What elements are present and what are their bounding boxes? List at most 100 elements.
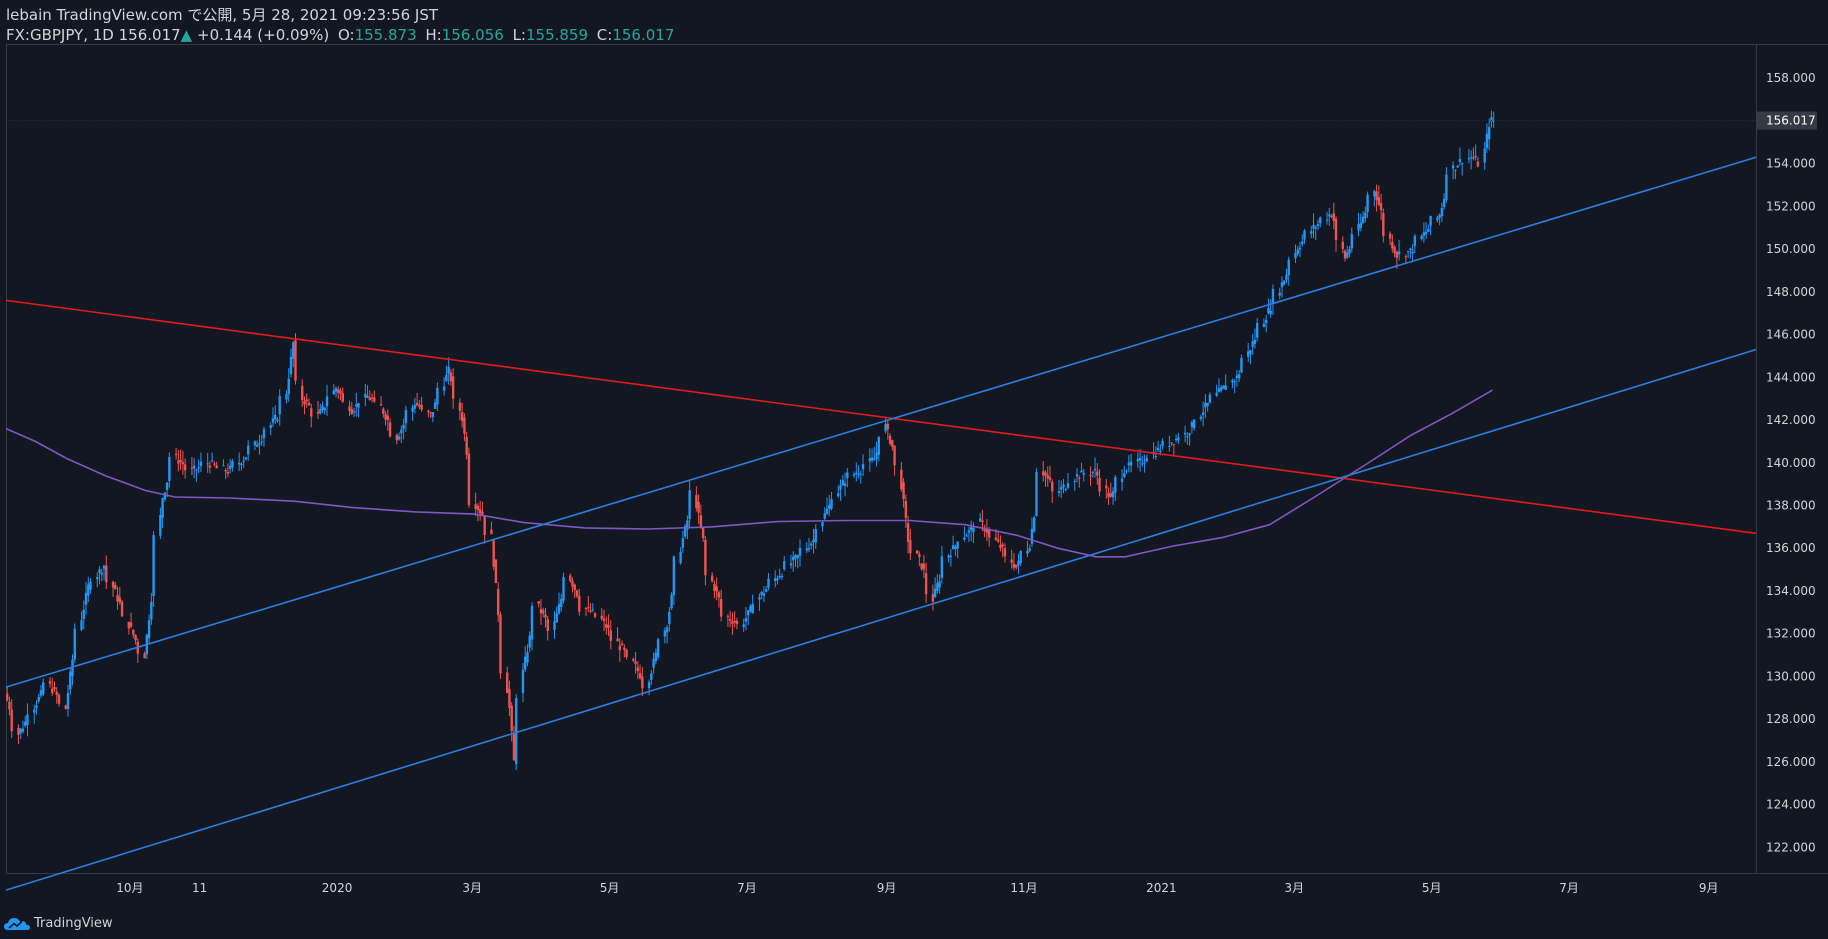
candle-body — [1487, 127, 1491, 140]
time-tick-label: 2020 — [322, 881, 353, 895]
candle-body — [1120, 478, 1124, 483]
candle-body — [1253, 339, 1257, 344]
candle-body — [512, 734, 516, 761]
tradingview-brand: TradingView — [34, 916, 113, 931]
candle — [1393, 245, 1396, 258]
candle-body — [1298, 247, 1302, 250]
candle-body — [168, 456, 171, 482]
candle-body — [64, 705, 67, 709]
candle — [1474, 144, 1477, 161]
candle — [641, 666, 644, 697]
candle-body — [807, 548, 811, 550]
candle-body — [57, 694, 61, 704]
candle — [1271, 284, 1275, 315]
candle — [332, 384, 335, 395]
candle — [796, 554, 799, 569]
time-tick-label: 7月 — [1559, 881, 1579, 895]
candle-body — [321, 405, 324, 410]
candle — [963, 526, 966, 542]
candle — [830, 491, 833, 511]
candle-body — [886, 423, 890, 430]
candle — [1251, 334, 1254, 355]
candle — [1379, 193, 1383, 221]
candle — [1312, 213, 1315, 239]
candle — [1080, 462, 1083, 473]
candle-body — [1035, 471, 1038, 516]
candle — [1249, 349, 1252, 365]
candle — [940, 545, 944, 584]
candle-body — [1051, 481, 1054, 492]
candle-body — [1010, 559, 1013, 563]
candle-body — [1129, 461, 1133, 466]
candle — [717, 590, 721, 608]
candle — [1436, 215, 1439, 223]
candle-body — [1015, 564, 1018, 568]
candle — [670, 592, 673, 611]
candle-body — [578, 595, 581, 612]
candle-body — [810, 543, 813, 546]
candle — [852, 471, 856, 479]
candle — [1319, 216, 1322, 228]
candle-body — [1093, 468, 1097, 471]
candle — [792, 551, 795, 572]
candle-body — [1030, 528, 1034, 544]
candle — [1240, 354, 1243, 374]
price-tick-label: 128.000 — [1766, 712, 1816, 726]
candle — [111, 580, 115, 597]
candle-body — [920, 563, 923, 569]
candle — [638, 664, 642, 680]
candle-body — [89, 581, 92, 590]
candle-body — [605, 624, 608, 628]
candle — [967, 526, 971, 542]
candle — [1454, 169, 1457, 180]
candle — [206, 452, 209, 473]
candle-body — [1240, 357, 1243, 373]
candle-body — [891, 439, 894, 447]
moving-average-line — [5, 389, 1493, 558]
candle — [1420, 234, 1423, 241]
candle-body — [665, 627, 669, 633]
candle-body — [742, 624, 745, 628]
candle — [411, 404, 414, 421]
candle — [1051, 479, 1054, 503]
candle-body — [1141, 463, 1144, 465]
candle — [1170, 442, 1173, 446]
candle — [337, 386, 340, 399]
candle-body — [758, 597, 761, 600]
candle-body — [972, 527, 975, 533]
candle-body — [1492, 120, 1495, 122]
candle — [695, 486, 698, 512]
candle-body — [1145, 458, 1149, 462]
candle-body — [458, 402, 462, 411]
candle-body — [1420, 235, 1423, 240]
candle-body — [1406, 251, 1410, 253]
candle — [539, 599, 543, 625]
candle — [1235, 370, 1239, 387]
symbol-label[interactable]: FX:GBPJPY, 1D — [6, 26, 114, 44]
candle — [1057, 479, 1061, 497]
time-tick-label: 11月 — [1010, 881, 1037, 895]
candle-body — [1271, 288, 1275, 304]
candle-body — [33, 709, 36, 713]
low-label: L: — [512, 26, 526, 44]
candle — [1161, 438, 1164, 450]
candle-body — [663, 630, 667, 637]
candle-body — [839, 485, 842, 490]
candle-body — [80, 620, 83, 630]
tradingview-logo[interactable]: TradingView — [4, 916, 113, 931]
candle-body — [638, 673, 642, 678]
candle — [39, 684, 43, 699]
candle — [1285, 268, 1288, 283]
time-tick-label: 9月 — [877, 881, 897, 895]
candle-body — [1375, 191, 1378, 201]
candle-body — [195, 469, 198, 471]
candle-body — [1314, 227, 1317, 229]
candle — [996, 530, 1000, 544]
candle-body — [744, 618, 748, 622]
candle-body — [1125, 470, 1128, 472]
candle — [697, 494, 700, 525]
candle-body — [1042, 471, 1045, 476]
candle — [609, 620, 613, 650]
candle-body — [1231, 380, 1234, 383]
